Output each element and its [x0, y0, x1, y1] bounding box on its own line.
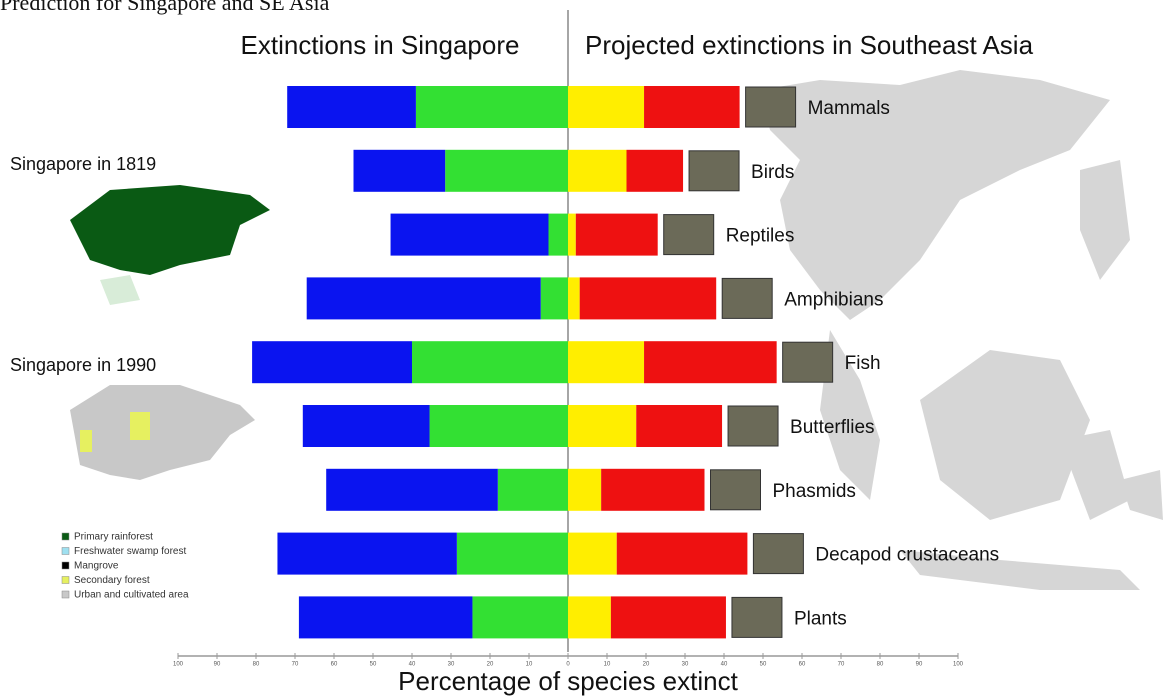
- x-tick-label: 80: [253, 662, 260, 668]
- x-tick-label: 70: [292, 662, 299, 668]
- annotation: Singapore in 1990: [10, 355, 156, 375]
- x-tick-label: 90: [916, 662, 923, 668]
- category-label: Butterflies: [790, 417, 874, 438]
- bar-segment: [457, 533, 568, 575]
- x-tick-label: 40: [409, 662, 416, 668]
- x-tick-label: 40: [721, 662, 728, 668]
- x-tick-label: 30: [682, 662, 689, 668]
- x-tick-label: 100: [173, 662, 184, 668]
- chart: Prediction for Singapore and SE Asia Ext…: [0, 0, 1163, 700]
- legend-label: Secondary forest: [74, 575, 150, 586]
- bar-segment: [568, 341, 644, 383]
- species-photo: [783, 342, 833, 382]
- x-tick-label: 10: [526, 662, 533, 668]
- bar-segment: [354, 150, 446, 192]
- bar-segment: [430, 405, 568, 447]
- category-label: Mammals: [808, 98, 890, 119]
- bar-segment: [644, 86, 740, 128]
- right-title: Projected extinctions in Southeast Asia: [585, 30, 1034, 60]
- species-photo: [722, 278, 772, 318]
- bar-segment: [277, 533, 456, 575]
- species-photo: [728, 406, 778, 446]
- bar-segment: [580, 277, 717, 319]
- category-label: Fish: [845, 353, 881, 374]
- bar-segment: [445, 150, 568, 192]
- bar-segment: [416, 86, 568, 128]
- bar-segment: [644, 341, 777, 383]
- bar-segment: [307, 277, 541, 319]
- legend-label: Mangrove: [74, 561, 119, 572]
- bar-segment: [299, 596, 473, 638]
- x-axis-label: Percentage of species extinct: [398, 666, 738, 696]
- x-tick-label: 60: [799, 662, 806, 668]
- bar-segment: [568, 469, 601, 511]
- bar-segment: [287, 86, 416, 128]
- bar-segment: [568, 596, 611, 638]
- x-tick-label: 20: [487, 662, 494, 668]
- legend-label: Primary rainforest: [74, 532, 153, 543]
- species-photo: [753, 534, 803, 574]
- singapore-maps: [70, 185, 270, 480]
- bar-segment: [391, 214, 549, 256]
- x-tick-label: 90: [214, 662, 221, 668]
- legend-swatch: [62, 591, 69, 598]
- species-photo: [664, 215, 714, 255]
- background-map: [760, 70, 1163, 590]
- species-photo: [689, 151, 739, 191]
- bar-segment: [252, 341, 412, 383]
- bar-segment: [549, 214, 569, 256]
- x-tick-label: 20: [643, 662, 650, 668]
- bar-segment: [627, 150, 684, 192]
- x-tick-label: 10: [604, 662, 611, 668]
- x-tick-label: 60: [331, 662, 338, 668]
- species-photo: [746, 87, 796, 127]
- bar-segment: [601, 469, 704, 511]
- bar-segment: [636, 405, 722, 447]
- bar-segment: [568, 405, 636, 447]
- bar-segment: [326, 469, 498, 511]
- secondary-forest-patch: [80, 430, 92, 452]
- x-tick-label: 80: [877, 662, 884, 668]
- bar-segment: [472, 596, 568, 638]
- chart-title: Prediction for Singapore and SE Asia: [0, 0, 330, 15]
- x-tick-label: 70: [838, 662, 845, 668]
- secondary-forest-patch: [130, 412, 150, 440]
- bar-segment: [541, 277, 568, 319]
- species-photo: [732, 597, 782, 637]
- bar-segment: [303, 405, 430, 447]
- bar-segment: [617, 533, 748, 575]
- bar-segment: [576, 214, 658, 256]
- bar-segment: [568, 214, 576, 256]
- bar-segment: [498, 469, 568, 511]
- left-title: Extinctions in Singapore: [241, 30, 520, 60]
- bar-segment: [568, 150, 627, 192]
- legend-swatch: [62, 533, 69, 540]
- species-photo: [711, 470, 761, 510]
- bar-segment: [568, 533, 617, 575]
- category-label: Birds: [751, 162, 794, 183]
- x-tick-label: 50: [370, 662, 377, 668]
- bar-segment: [412, 341, 568, 383]
- legend-swatch: [62, 562, 69, 569]
- category-label: Plants: [794, 608, 847, 629]
- legend-label: Freshwater swamp forest: [74, 546, 186, 557]
- legend-label: Urban and cultivated area: [74, 590, 189, 601]
- category-label: Amphibians: [784, 289, 883, 310]
- bar-segment: [611, 596, 726, 638]
- bar-segment: [568, 277, 580, 319]
- legend-swatch: [62, 577, 69, 584]
- x-tick-label: 30: [448, 662, 455, 668]
- category-label: Decapod crustaceans: [815, 545, 999, 566]
- category-label: Reptiles: [726, 226, 795, 247]
- category-label: Phasmids: [773, 481, 856, 502]
- x-tick-label: 100: [953, 662, 964, 668]
- annotation: Singapore in 1819: [10, 154, 156, 174]
- legend-swatch: [62, 548, 69, 555]
- bar-segment: [568, 86, 644, 128]
- x-tick-label: 50: [760, 662, 767, 668]
